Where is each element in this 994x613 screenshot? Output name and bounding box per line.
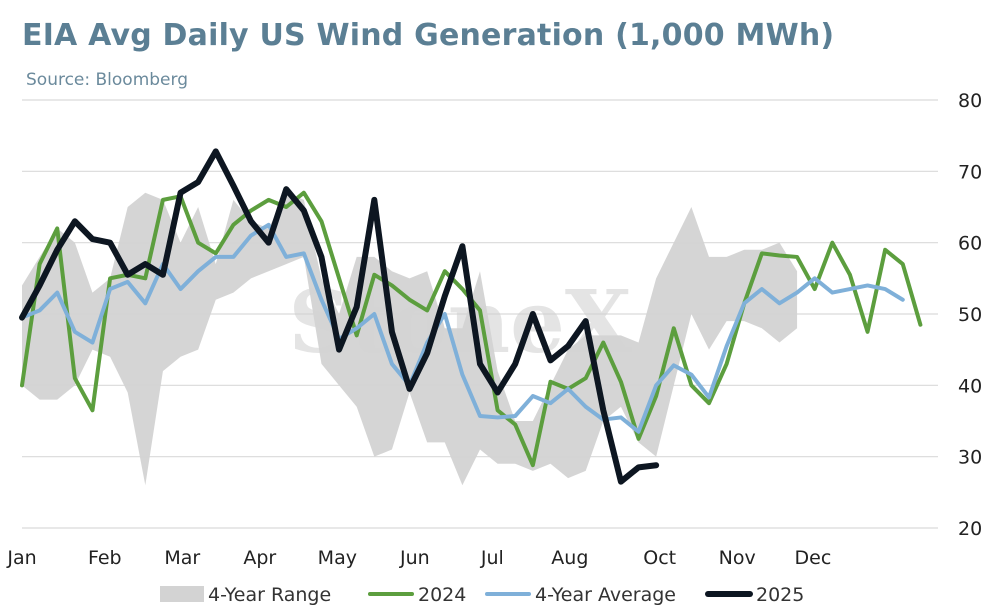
x-tick-label-nov: Nov xyxy=(719,547,756,569)
x-tick-label-mar: Mar xyxy=(164,547,200,569)
x-tick-label-jul: Jul xyxy=(480,547,504,569)
x-tick-label-apr: Apr xyxy=(243,547,276,569)
chart-subtitle: Source: Bloomberg xyxy=(26,70,188,90)
x-tick-label-jan: Jan xyxy=(6,547,36,569)
series-lines-layer xyxy=(19,148,923,485)
legend-2025-label: 2025 xyxy=(756,584,804,606)
y-tick-label: 70 xyxy=(958,161,982,183)
y-tick-label: 20 xyxy=(958,518,982,540)
y-tick-label: 50 xyxy=(958,304,982,326)
chart-title: EIA Avg Daily US Wind Generation (1,000 … xyxy=(22,18,835,53)
series-4yr-average-line xyxy=(20,222,905,434)
legend-4yr-range-label: 4-Year Range xyxy=(208,584,331,606)
legend-4yr-average-label: 4-Year Average xyxy=(535,584,676,606)
x-tick-label-jun: Jun xyxy=(399,547,430,569)
legend-2024-label: 2024 xyxy=(418,584,466,606)
series-2025-line xyxy=(19,148,660,485)
range-area-layer xyxy=(22,192,798,486)
legend-4yr-range-swatch xyxy=(160,586,204,602)
range-band xyxy=(22,192,798,486)
x-tick-label-feb: Feb xyxy=(88,547,122,569)
y-tick-label: 40 xyxy=(958,375,982,397)
y-tick-label: 80 xyxy=(958,90,982,112)
x-tick-label-aug: Aug xyxy=(551,547,588,569)
y-tick-label: 60 xyxy=(958,233,982,255)
y-axis-ticks: 20 30 40 50 60 70 80 xyxy=(958,90,982,540)
x-axis-ticks: Jan Feb Mar Apr May Jun Jul Aug Oct Nov Dec xyxy=(6,547,831,569)
x-tick-label-may: May xyxy=(318,547,357,569)
legend: 4-Year Range 2024 4-Year Average 2025 xyxy=(160,584,804,606)
x-tick-label-oct: Oct xyxy=(643,547,676,569)
y-tick-label: 30 xyxy=(958,447,982,469)
x-tick-label-dec: Dec xyxy=(795,547,832,569)
